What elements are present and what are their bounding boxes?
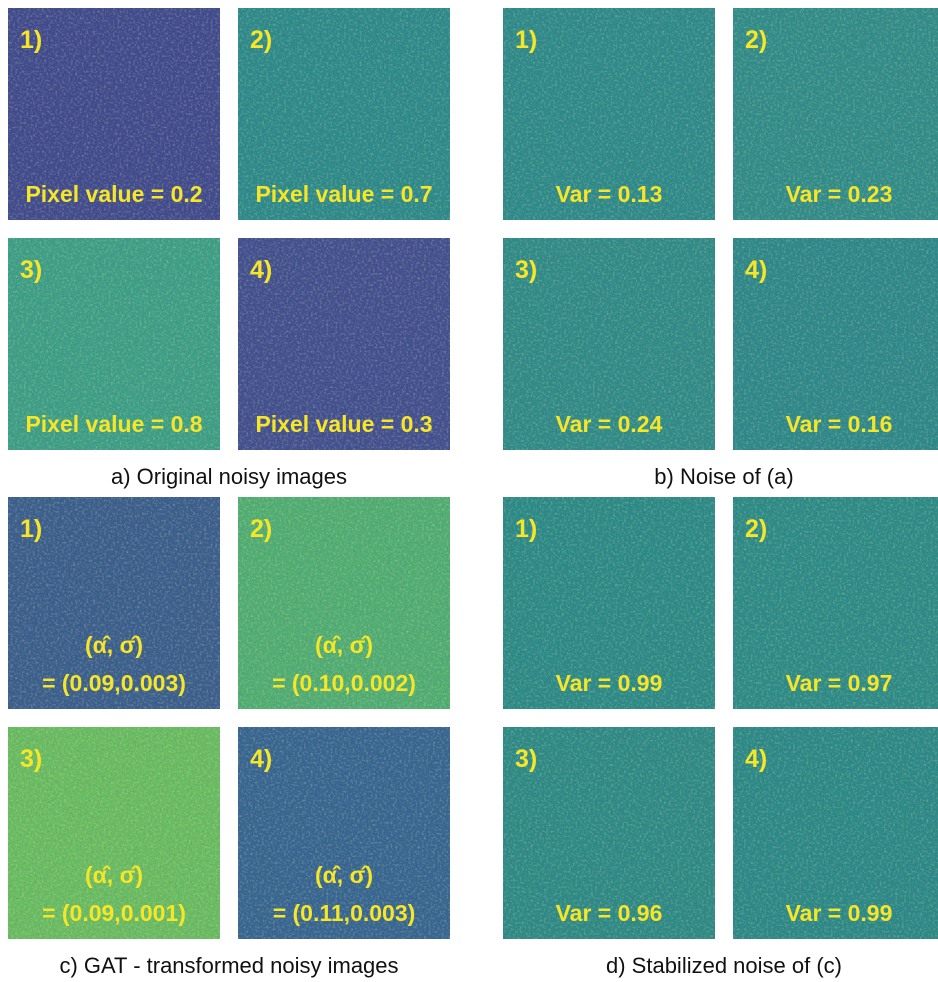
tile-label: Pixel value = 0.8 — [25, 411, 202, 437]
tile-label: (α̂, σ̂) — [315, 632, 373, 658]
tile-number: 4) — [745, 745, 767, 773]
tile-label: = (0.11,0.003) — [273, 900, 416, 926]
image-tile: 2) (α̂, σ̂) = (0.10,0.002) — [238, 497, 450, 709]
tile-number: 3) — [20, 745, 42, 773]
image-tile: 3) (α̂, σ̂) = (0.09,0.001) — [8, 727, 220, 939]
tile-label: Pixel value = 0.2 — [25, 181, 202, 207]
tile-number: 1) — [20, 26, 42, 54]
image-tile: 4) Pixel value = 0.3 — [238, 238, 450, 450]
image-tile: 1) (α̂, σ̂) = (0.09,0.003) — [8, 497, 220, 709]
panel: 1) Var = 0.13 2) Var = 0.23 3) Var = 0.24 4) Va… — [503, 8, 938, 489]
figure: 1) Pixel value = 0.2 2) Pixel value = 0.7 3)… — [0, 0, 938, 982]
image-tile: 4) (α̂, σ̂) = (0.11,0.003) — [238, 727, 450, 939]
image-tile: 2) Pixel value = 0.7 — [238, 8, 450, 220]
image-tile: 1) Pixel value = 0.2 — [8, 8, 220, 220]
image-tile: 3) Var = 0.24 — [503, 238, 715, 450]
tile-label: (α̂, σ̂) — [85, 862, 143, 888]
image-tile: 4) Var = 0.99 — [733, 727, 938, 939]
tile-label: Var = 0.99 — [556, 670, 663, 696]
tile-label: Pixel value = 0.3 — [255, 411, 432, 437]
tile-number: 3) — [515, 745, 537, 773]
tile-number: 4) — [250, 745, 272, 773]
image-tile: 3) Var = 0.96 — [503, 727, 715, 939]
tile-number: 3) — [515, 256, 537, 284]
tile-number: 4) — [745, 256, 767, 284]
panel-caption: c) GAT - transformed noisy images — [59, 953, 398, 978]
tile-label: (α̂, σ̂) — [85, 632, 143, 658]
panel-caption: a) Original noisy images — [111, 464, 347, 489]
tile-number: 4) — [250, 256, 272, 284]
tile-number: 1) — [20, 515, 42, 543]
image-tile: 2) Var = 0.97 — [733, 497, 938, 709]
tile-label: (α̂, σ̂) — [315, 862, 373, 888]
tile-label: Var = 0.23 — [786, 181, 893, 207]
tile-number: 2) — [250, 26, 272, 54]
tile-label: = (0.10,0.002) — [272, 670, 416, 696]
image-tile: 1) Var = 0.13 — [503, 8, 715, 220]
tile-label: = (0.09,0.001) — [42, 900, 186, 926]
tile-label: = (0.09,0.003) — [42, 670, 186, 696]
tile-label: Var = 0.13 — [556, 181, 663, 207]
tile-number: 2) — [250, 515, 272, 543]
tile-number: 1) — [515, 515, 537, 543]
tile-label: Var = 0.97 — [786, 670, 893, 696]
tile-number: 2) — [745, 26, 767, 54]
image-tile: 3) Pixel value = 0.8 — [8, 238, 220, 450]
tile-label: Var = 0.96 — [556, 900, 663, 926]
panel: 1) Var = 0.99 2) Var = 0.97 3) Var = 0.96 4) Va… — [503, 497, 938, 978]
panel: 1) Pixel value = 0.2 2) Pixel value = 0.7 3)… — [8, 8, 450, 489]
tile-label: Var = 0.16 — [786, 411, 893, 437]
panel: 1) (α̂, σ̂) = (0.09,0.003) 2) (α̂, σ̂) = (0.1… — [8, 497, 450, 978]
tile-label: Pixel value = 0.7 — [255, 181, 432, 207]
image-tile: 4) Var = 0.16 — [733, 238, 938, 450]
tile-number: 2) — [745, 515, 767, 543]
tile-label: Var = 0.99 — [786, 900, 893, 926]
panel-caption: d) Stabilized noise of (c) — [606, 953, 842, 978]
tile-number: 1) — [515, 26, 537, 54]
image-tile: 2) Var = 0.23 — [733, 8, 938, 220]
tile-label: Var = 0.24 — [556, 411, 663, 437]
panel-caption: b) Noise of (a) — [654, 464, 793, 489]
tile-number: 3) — [20, 256, 42, 284]
image-tile: 1) Var = 0.99 — [503, 497, 715, 709]
